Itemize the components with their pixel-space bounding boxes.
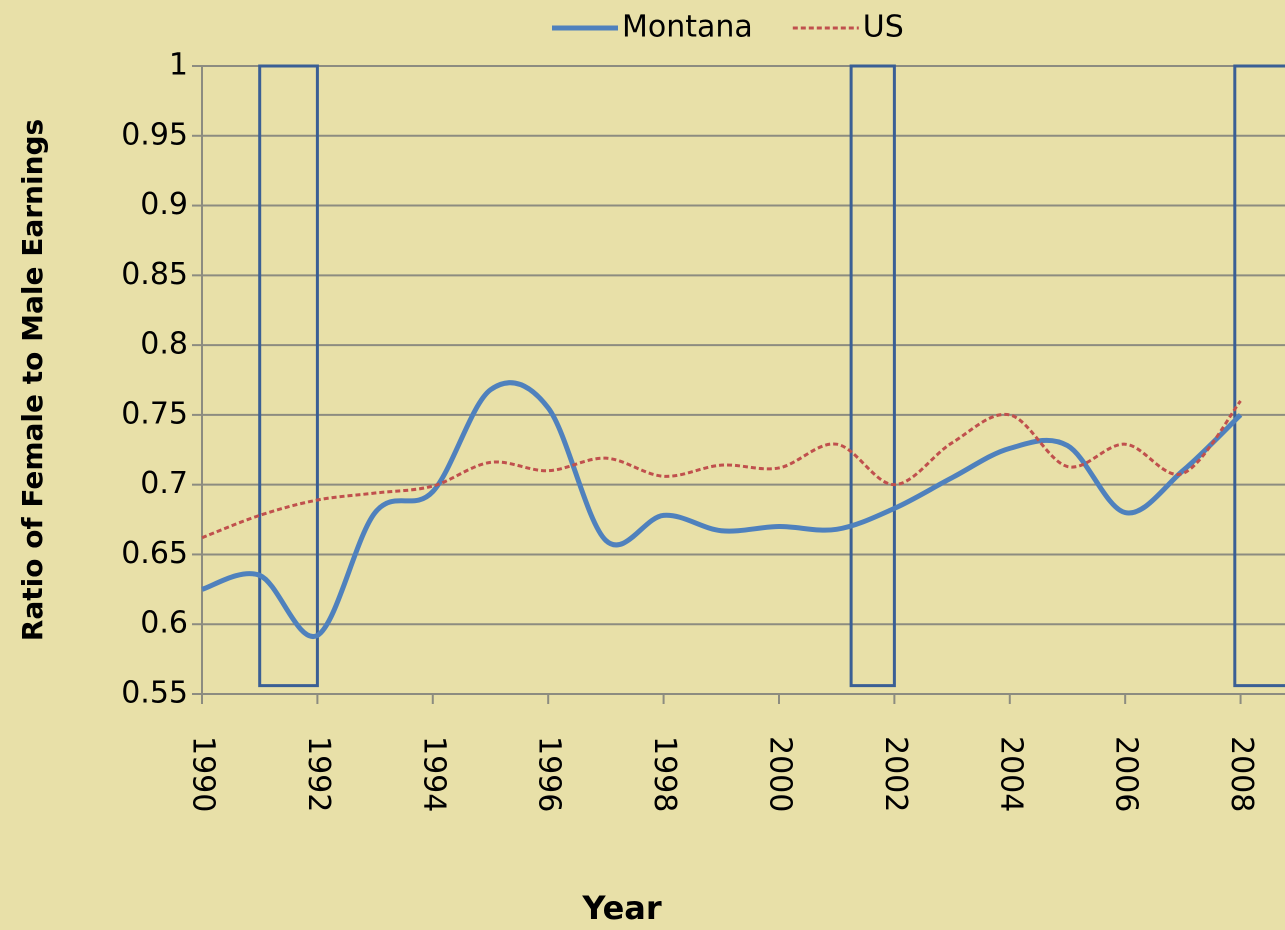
x-tick-label: 2004	[993, 736, 1028, 812]
x-tick-label: 1998	[647, 736, 682, 812]
y-tick-label: 0.6	[140, 606, 188, 641]
y-tick-label: 0.55	[121, 676, 188, 711]
x-tick-label: 2000	[762, 736, 797, 812]
y-tick-label: 0.9	[140, 187, 188, 222]
y-tick-label: 0.85	[121, 257, 188, 292]
series-line	[201, 400, 1242, 540]
x-tick-label: 2008	[1224, 736, 1259, 812]
series-line	[201, 380, 1243, 639]
y-tick-label: 0.75	[121, 396, 188, 431]
y-tick-label: 0.65	[121, 536, 188, 571]
recession-box	[258, 64, 319, 688]
legend-label: Montana	[622, 10, 753, 45]
y-tick-label: 1	[169, 48, 188, 83]
y-tick-label: 0.95	[121, 117, 188, 152]
y-tick-label: 0.7	[140, 466, 188, 501]
y-axis-label: Ratio of Female to Male Earnings	[16, 119, 49, 641]
x-tick-label: 2002	[878, 736, 913, 812]
x-tick-label: 1994	[416, 736, 451, 812]
x-tick-label: 1996	[532, 736, 567, 812]
y-tick-label: 0.8	[140, 327, 188, 362]
x-tick-label: 2006	[1109, 736, 1144, 812]
x-tick-label: 1990	[186, 736, 221, 812]
x-axis-label: Year	[581, 889, 662, 927]
recession-box	[849, 64, 896, 688]
recession-box	[1233, 64, 1285, 688]
legend-label: US	[863, 10, 904, 45]
x-tick-label: 1992	[301, 736, 336, 812]
